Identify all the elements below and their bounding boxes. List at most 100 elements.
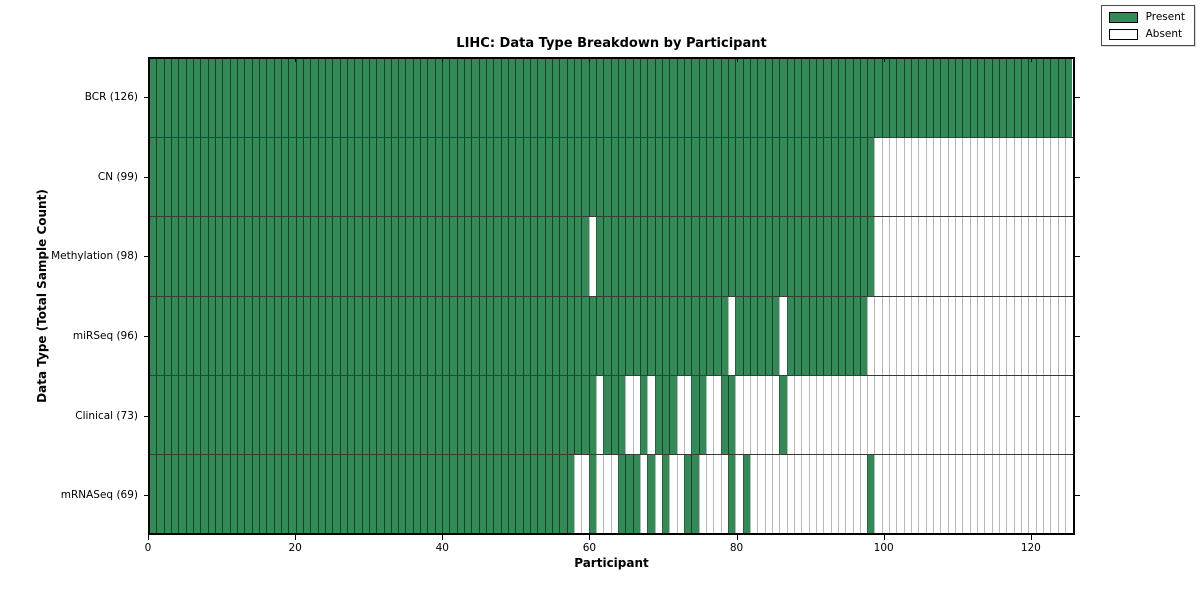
heatmap-cell — [332, 454, 340, 534]
heatmap-cell — [771, 454, 780, 534]
heatmap-cell — [705, 59, 714, 138]
heatmap-cell — [918, 296, 926, 375]
heatmap-cell — [258, 296, 267, 375]
heatmap-cell — [735, 375, 743, 454]
heatmap-cell — [903, 217, 912, 296]
heatmap-cell — [192, 454, 201, 534]
heatmap-cell — [427, 296, 435, 375]
x-tick-mark — [148, 57, 149, 62]
heatmap-cell — [654, 138, 662, 217]
heatmap-cell — [683, 217, 692, 296]
heatmap-cell — [170, 296, 179, 375]
heatmap-cell — [280, 138, 289, 217]
heatmap-cell — [500, 217, 509, 296]
heatmap-cell — [236, 454, 245, 534]
heatmap-cell — [244, 138, 252, 217]
heatmap-cell — [178, 296, 186, 375]
heatmap-cell — [383, 138, 391, 217]
heatmap-cell — [999, 454, 1007, 534]
heatmap-cell — [339, 296, 347, 375]
present-swatch-icon — [1108, 11, 1138, 23]
heatmap-cell — [852, 59, 860, 138]
row-label-BCR: BCR (126) — [84, 90, 138, 103]
heatmap-cell — [383, 217, 391, 296]
heatmap-cell — [302, 454, 311, 534]
heatmap-cell — [1028, 217, 1036, 296]
heatmap-cell — [801, 296, 809, 375]
heatmap-cell — [236, 59, 245, 138]
heatmap-cell — [1050, 296, 1058, 375]
heatmap-cell — [984, 138, 992, 217]
heatmap-cell — [310, 217, 318, 296]
heatmap-cell — [214, 138, 223, 217]
heatmap-cell — [947, 454, 956, 534]
heatmap-cell — [618, 217, 626, 296]
heatmap-cell — [691, 138, 699, 217]
y-tick-mark — [1075, 415, 1080, 417]
heatmap-cell — [823, 217, 831, 296]
heatmap-cell — [757, 454, 765, 534]
heatmap-row-mRNASeq — [150, 453, 1073, 534]
heatmap-cell — [273, 217, 281, 296]
heatmap-cell — [346, 138, 355, 217]
y-tick-mark — [144, 256, 149, 258]
heatmap-cell — [669, 138, 677, 217]
heatmap-cell — [163, 138, 171, 217]
heatmap-cell — [500, 59, 509, 138]
heatmap-cell — [471, 454, 479, 534]
heatmap-cell — [464, 454, 472, 534]
heatmap-cell — [258, 217, 267, 296]
heatmap-cell — [280, 454, 289, 534]
heatmap-cell — [376, 296, 384, 375]
heatmap-cell — [969, 296, 978, 375]
heatmap-cell — [383, 375, 391, 454]
heatmap-cell — [984, 217, 992, 296]
heatmap-cell — [361, 296, 369, 375]
row-label-miRSeq: miRSeq (96) — [72, 329, 138, 342]
heatmap-cell — [610, 59, 618, 138]
heatmap-cell — [324, 454, 333, 534]
heatmap-cell — [757, 296, 765, 375]
heatmap-cell — [588, 138, 597, 217]
heatmap-cell — [911, 217, 919, 296]
heatmap-cell — [500, 454, 509, 534]
heatmap-cell — [669, 217, 677, 296]
heatmap-cell — [969, 217, 978, 296]
heatmap-cell — [464, 217, 472, 296]
heatmap-cell — [574, 454, 582, 534]
heatmap-cell — [383, 454, 391, 534]
heatmap-cell — [867, 59, 875, 138]
heatmap-cell — [1035, 375, 1044, 454]
heatmap-cell — [1021, 296, 1029, 375]
heatmap-cell — [647, 138, 655, 217]
heatmap-cell — [559, 296, 567, 375]
heatmap-cell — [170, 59, 179, 138]
heatmap-cell — [310, 59, 318, 138]
heatmap-cell — [618, 138, 626, 217]
heatmap-cell — [368, 59, 377, 138]
heatmap-cell — [632, 217, 640, 296]
heatmap-cell — [1021, 138, 1029, 217]
heatmap-cell — [977, 217, 985, 296]
heatmap-cell — [808, 454, 816, 534]
heatmap-cell — [229, 217, 237, 296]
heatmap-cell — [200, 454, 208, 534]
heatmap-cell — [552, 59, 560, 138]
heatmap-cell — [207, 217, 215, 296]
heatmap-cell — [251, 296, 259, 375]
x-tick-mark — [589, 535, 591, 540]
heatmap-cell — [984, 296, 992, 375]
heatmap-cell — [361, 217, 369, 296]
heatmap-cell — [947, 296, 956, 375]
heatmap-cell — [486, 375, 494, 454]
heatmap-cell — [940, 296, 948, 375]
heatmap-cell — [405, 138, 413, 217]
heatmap-cell — [955, 375, 963, 454]
heatmap-cell — [170, 454, 179, 534]
heatmap-cell — [537, 454, 545, 534]
heatmap-cell — [632, 296, 640, 375]
heatmap-cell — [845, 138, 853, 217]
heatmap-cell — [969, 375, 978, 454]
heatmap-cell — [705, 138, 714, 217]
heatmap-cell — [566, 454, 575, 534]
